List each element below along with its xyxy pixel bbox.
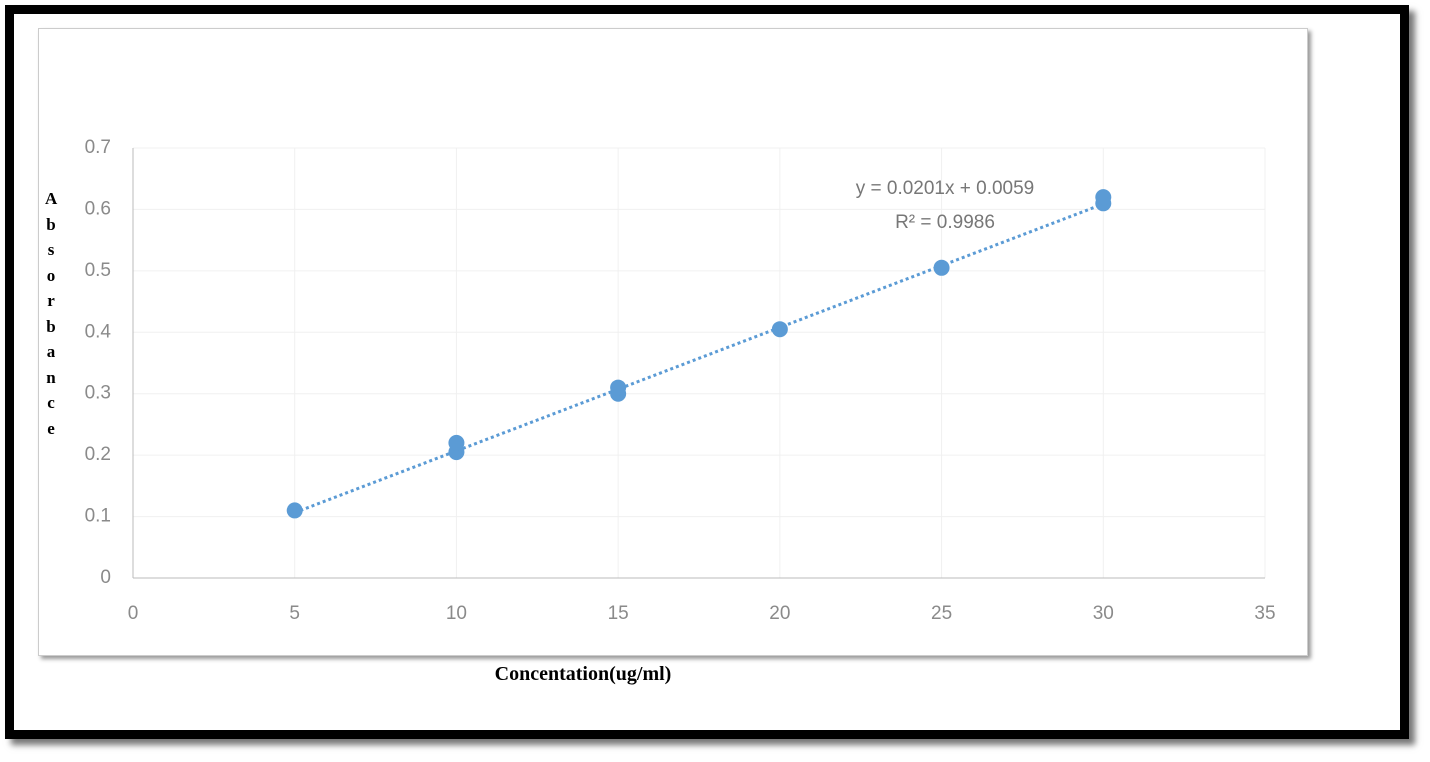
x-tick-label: 15: [608, 603, 629, 624]
x-axis-label: Concentation(ug/ml): [494, 663, 672, 685]
chart-area: [38, 28, 1308, 656]
x-tick-label: 5: [289, 603, 300, 624]
point: [286, 502, 303, 519]
point: [448, 434, 465, 451]
trendline: [294, 202, 1104, 515]
trendline-equation: y = 0.0201x + 0.0059: [856, 178, 1035, 199]
y-axis-label: Absorbance: [45, 189, 58, 438]
y-tick-label: 0.4: [85, 321, 112, 342]
y-tick-label: 0.7: [85, 137, 111, 158]
x-tick-label: 20: [769, 603, 790, 624]
x-tick-label: 35: [1254, 603, 1275, 624]
frame: [5, 5, 1409, 739]
point: [1095, 189, 1112, 206]
y-tick-label: 0.6: [85, 198, 111, 219]
point: [610, 379, 627, 396]
y-tick-label: 0.3: [85, 383, 111, 404]
r-squared: R² = 0.9986: [895, 212, 995, 233]
y-tick-label: 0.1: [85, 506, 111, 527]
y-tick-label: 0: [100, 567, 111, 588]
point: [933, 259, 950, 276]
point: [771, 321, 788, 338]
y-tick-label: 0.2: [85, 444, 111, 465]
x-tick-label: 0: [128, 603, 139, 624]
y-tick-label: 0.5: [85, 260, 111, 281]
x-tick-label: 25: [931, 603, 952, 624]
x-tick-label: 10: [446, 603, 467, 624]
x-tick-label: 30: [1093, 603, 1114, 624]
